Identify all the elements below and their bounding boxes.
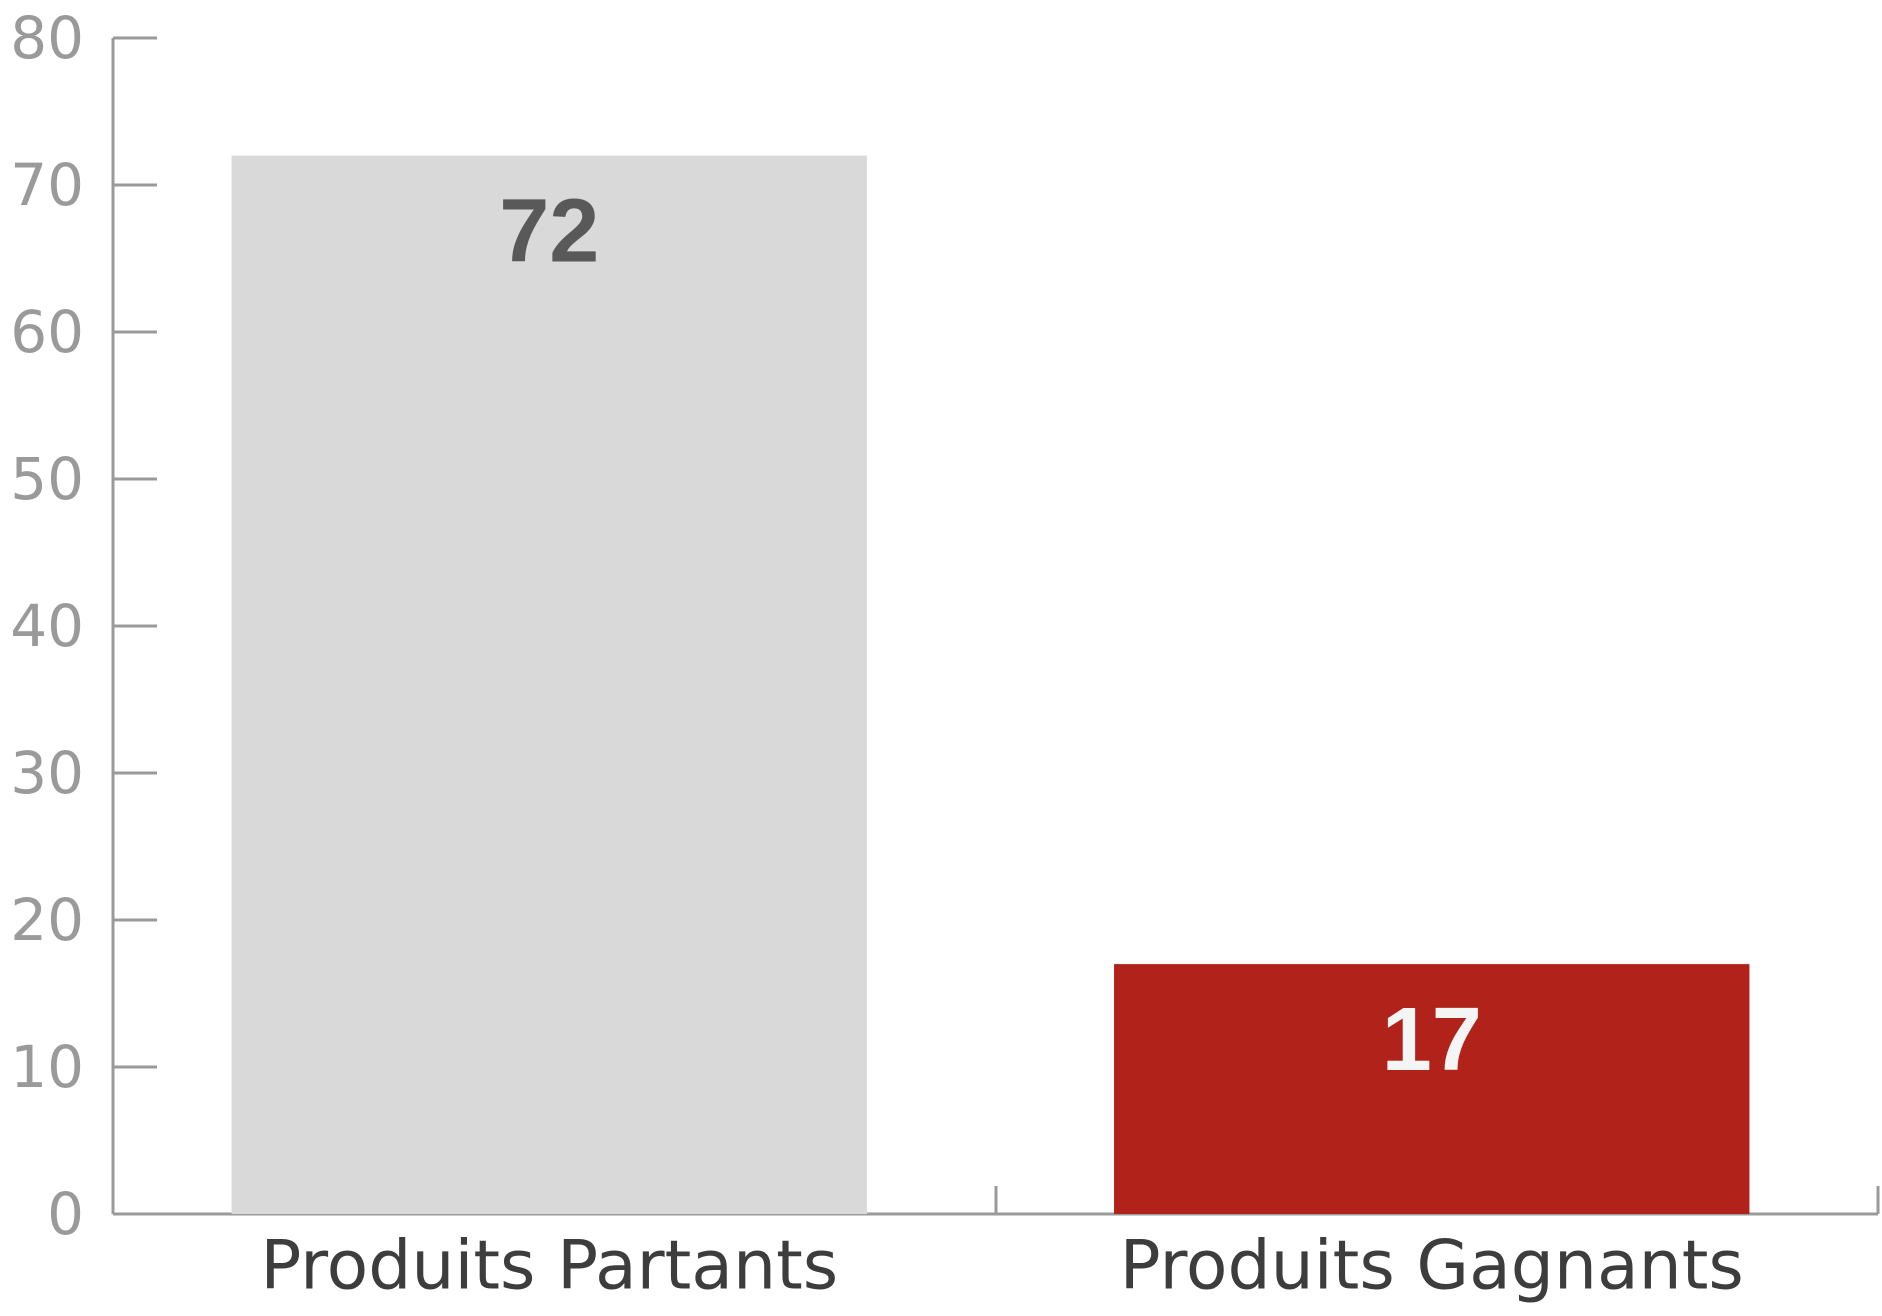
y-tick-label: 10 xyxy=(10,1033,84,1101)
value-label: 17 xyxy=(1382,990,1482,1090)
y-tick-label: 40 xyxy=(10,592,84,660)
y-tick-label: 20 xyxy=(10,886,84,954)
y-tick-label: 80 xyxy=(10,4,84,72)
y-tick-label: 0 xyxy=(47,1180,84,1248)
y-tick-label: 50 xyxy=(10,445,84,513)
x-tick-label: Produits Gagnants xyxy=(1120,1227,1744,1306)
bar xyxy=(231,155,867,1215)
y-tick-label: 70 xyxy=(10,151,84,219)
x-tick-label: Produits Partants xyxy=(260,1227,838,1306)
y-tick-label: 30 xyxy=(10,739,84,807)
y-tick-label: 60 xyxy=(10,298,84,366)
value-label: 72 xyxy=(499,181,599,281)
bar xyxy=(1114,964,1750,1214)
